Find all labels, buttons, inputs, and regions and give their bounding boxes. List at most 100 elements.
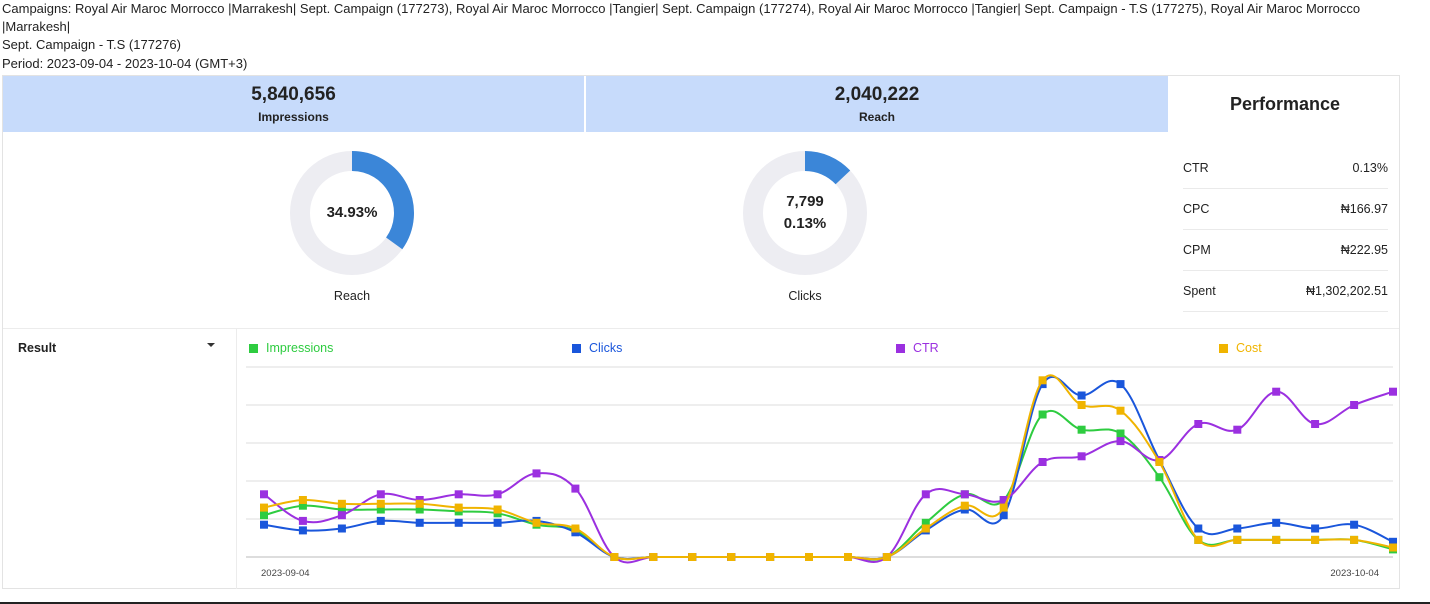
campaigns-text-line2: Sept. Campaign - T.S (177276): [2, 37, 181, 52]
legend-label: Impressions: [266, 341, 334, 355]
data-point-cost[interactable]: [921, 524, 930, 533]
data-point-impressions[interactable]: [337, 505, 346, 514]
data-point-clicks[interactable]: [1272, 518, 1281, 527]
data-point-cost[interactable]: [1311, 535, 1320, 544]
perf-row-spent: Spent ₦1,302,202.51: [1183, 271, 1388, 312]
data-point-impressions[interactable]: [1116, 429, 1125, 438]
data-point-clicks[interactable]: [260, 520, 268, 529]
series-line-ctr: [263, 390, 1394, 564]
data-point-ctr[interactable]: [337, 511, 346, 520]
legend-swatch-icon: [896, 343, 905, 353]
data-point-ctr[interactable]: [260, 490, 268, 499]
data-point-cost[interactable]: [532, 518, 541, 527]
legend-impressions[interactable]: Impressions: [249, 341, 333, 355]
data-point-cost[interactable]: [337, 499, 346, 508]
data-point-cost[interactable]: [649, 553, 658, 561]
perf-label: CTR: [1183, 161, 1209, 175]
stats-card: 5,840,656 Impressions 2,040,222 Reach Pe…: [2, 75, 1400, 589]
bottom-border: [0, 602, 1430, 604]
data-point-cost[interactable]: [493, 505, 502, 514]
data-point-ctr[interactable]: [532, 469, 541, 478]
data-point-clicks[interactable]: [454, 518, 463, 527]
data-point-cost[interactable]: [960, 501, 969, 510]
data-point-cost[interactable]: [415, 499, 424, 508]
data-point-cost[interactable]: [1116, 406, 1125, 415]
legend-cost[interactable]: Cost: [1219, 341, 1262, 355]
data-point-ctr[interactable]: [1272, 387, 1281, 396]
reach-label: Reach: [858, 110, 896, 124]
impressions-value: 5,840,656: [251, 84, 336, 105]
data-point-clicks[interactable]: [376, 516, 385, 525]
data-point-ctr[interactable]: [921, 490, 930, 499]
data-point-clicks[interactable]: [1233, 524, 1242, 533]
data-point-cost[interactable]: [571, 524, 580, 533]
data-point-cost[interactable]: [1272, 535, 1281, 544]
data-point-impressions[interactable]: [376, 505, 385, 514]
data-point-ctr[interactable]: [1077, 452, 1086, 461]
data-point-cost[interactable]: [1194, 535, 1203, 544]
reach-donut-arc: [351, 151, 414, 250]
reach-value: 2,040,222: [834, 84, 920, 105]
data-point-cost[interactable]: [1155, 458, 1164, 466]
data-point-cost[interactable]: [1233, 535, 1242, 544]
data-point-cost[interactable]: [1389, 543, 1397, 552]
data-point-clicks[interactable]: [1077, 391, 1086, 400]
data-point-impressions[interactable]: [298, 501, 307, 510]
perf-label: CPC: [1183, 202, 1210, 216]
data-point-clicks[interactable]: [1116, 380, 1125, 389]
data-point-clicks[interactable]: [999, 511, 1008, 520]
chevron-down-icon[interactable]: [207, 343, 215, 347]
data-point-cost[interactable]: [610, 553, 619, 561]
data-point-ctr[interactable]: [298, 516, 307, 525]
data-point-impressions[interactable]: [921, 518, 930, 527]
data-point-impressions[interactable]: [1155, 473, 1164, 482]
data-point-clicks[interactable]: [415, 518, 424, 527]
x-tick-label-end: 2023-10-04: [1330, 568, 1379, 579]
data-point-ctr[interactable]: [1038, 458, 1047, 466]
data-point-clicks[interactable]: [1389, 537, 1397, 546]
data-point-ctr[interactable]: [1350, 401, 1359, 409]
data-point-cost[interactable]: [844, 553, 852, 561]
data-point-ctr[interactable]: [1194, 420, 1203, 428]
data-point-ctr[interactable]: [1311, 420, 1320, 428]
data-point-cost[interactable]: [1077, 401, 1086, 409]
data-point-clicks[interactable]: [1194, 524, 1203, 533]
clicks-donut-arc: [804, 151, 851, 185]
data-point-cost[interactable]: [454, 503, 463, 512]
legend-swatch-icon: [1219, 343, 1228, 353]
data-point-cost[interactable]: [688, 553, 697, 561]
data-point-ctr[interactable]: [376, 490, 385, 499]
data-point-clicks[interactable]: [493, 518, 502, 527]
data-point-cost[interactable]: [766, 553, 775, 561]
data-point-cost[interactable]: [999, 503, 1008, 512]
data-point-impressions[interactable]: [1077, 425, 1086, 434]
data-point-impressions[interactable]: [260, 511, 268, 520]
legend-ctr[interactable]: CTR: [896, 341, 939, 355]
data-point-cost[interactable]: [882, 553, 891, 561]
data-point-cost[interactable]: [1038, 376, 1047, 385]
legend-clicks[interactable]: Clicks: [572, 341, 622, 355]
data-point-ctr[interactable]: [571, 484, 580, 493]
data-point-cost[interactable]: [260, 503, 268, 512]
data-point-cost[interactable]: [727, 553, 736, 561]
impressions-label: Impressions: [258, 110, 329, 124]
data-point-clicks[interactable]: [298, 526, 307, 535]
data-point-impressions[interactable]: [1038, 410, 1047, 419]
data-point-ctr[interactable]: [1389, 387, 1397, 396]
data-point-ctr[interactable]: [1233, 425, 1242, 434]
data-point-clicks[interactable]: [1350, 520, 1359, 529]
data-point-impressions[interactable]: [415, 505, 424, 514]
data-point-ctr[interactable]: [1116, 437, 1125, 446]
data-point-clicks[interactable]: [1311, 524, 1320, 533]
data-point-ctr[interactable]: [960, 490, 969, 499]
data-point-cost[interactable]: [1350, 535, 1359, 544]
data-point-cost[interactable]: [298, 496, 307, 504]
perf-label: CPM: [1183, 243, 1211, 257]
data-point-cost[interactable]: [805, 553, 813, 561]
data-point-ctr[interactable]: [999, 496, 1008, 504]
data-point-ctr[interactable]: [454, 490, 463, 499]
result-dropdown-label[interactable]: Result: [18, 341, 57, 355]
data-point-clicks[interactable]: [337, 524, 346, 533]
data-point-cost[interactable]: [376, 499, 385, 508]
data-point-ctr[interactable]: [493, 490, 502, 499]
